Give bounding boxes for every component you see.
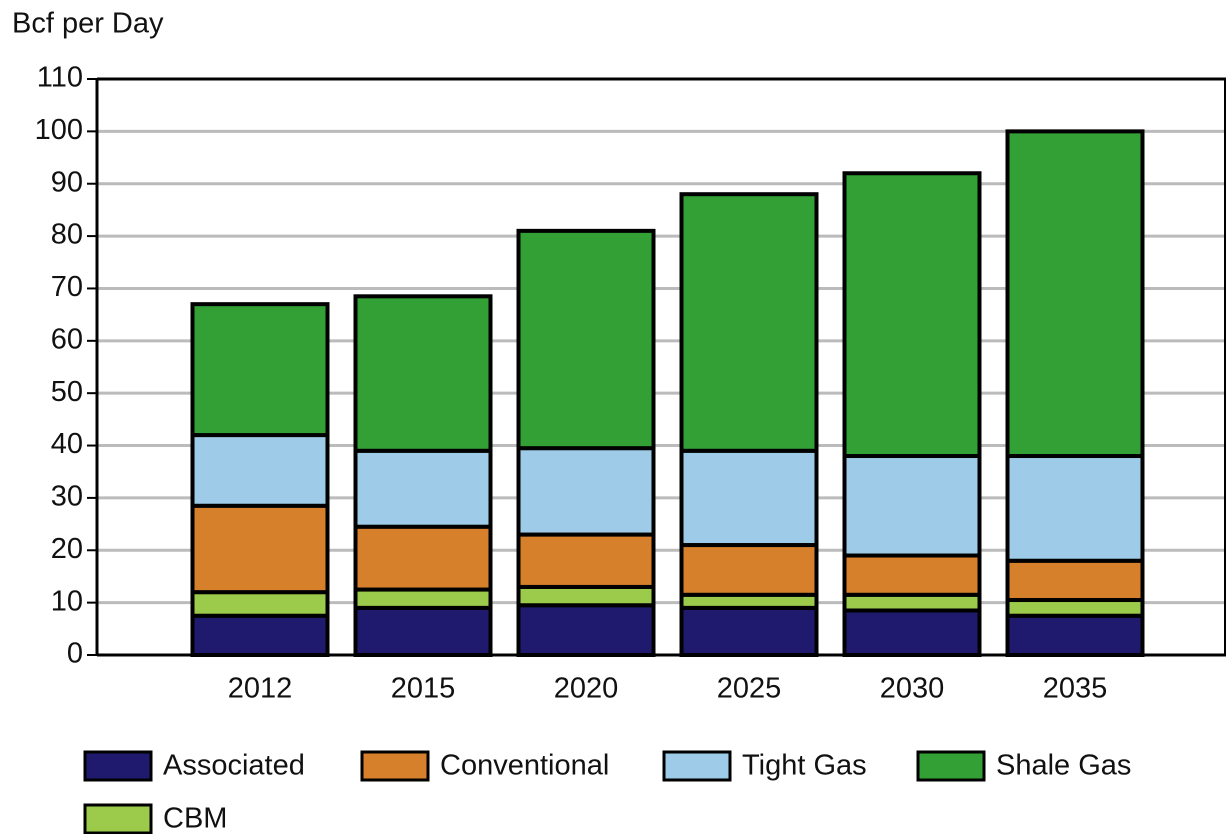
bar-segment (679, 192, 819, 453)
bar-segment (1005, 613, 1145, 658)
y-tick-label: 110 (37, 62, 83, 94)
legend-swatch (83, 750, 153, 782)
legend-label: Associated (163, 750, 305, 782)
legend-swatch (662, 750, 732, 782)
legend-swatch (360, 750, 430, 782)
legend-label: Tight Gas (742, 750, 867, 782)
y-tick-label: 30 (51, 481, 83, 513)
y-tick-label: 40 (51, 428, 83, 460)
bar-segment (842, 592, 982, 613)
y-tick-label: 60 (51, 323, 83, 355)
bar-segment (516, 228, 656, 451)
bar-segment (190, 613, 330, 658)
y-tick-label: 100 (35, 114, 83, 146)
bar-segment (353, 605, 493, 658)
bar-segment (516, 532, 656, 589)
y-tick-label: 20 (51, 533, 83, 565)
bar-segment (353, 448, 493, 529)
y-tick-label: 0 (67, 638, 83, 670)
x-tick-label: 2035 (1043, 673, 1108, 705)
y-tick-label: 10 (51, 585, 83, 617)
bar-segment (679, 605, 819, 658)
bar-segment (353, 294, 493, 453)
legend-swatch (83, 803, 153, 834)
x-tick-label: 2015 (391, 673, 456, 705)
bar-segment (1005, 454, 1145, 563)
y-tick-label: 90 (51, 166, 83, 198)
bar-segment (679, 543, 819, 597)
legend-label: Conventional (440, 750, 609, 782)
x-tick-label: 2030 (880, 673, 945, 705)
bar-segment (1005, 558, 1145, 603)
bar-segment (679, 448, 819, 548)
x-tick-label: 2012 (228, 673, 293, 705)
bar-segment (516, 584, 656, 608)
bar-segment (516, 603, 656, 657)
bar-segment (190, 590, 330, 618)
y-tick-label: 80 (51, 219, 83, 251)
legend-swatch (916, 750, 986, 782)
bar-segment (190, 503, 330, 595)
bar-segment (353, 524, 493, 592)
bar-segment (353, 587, 493, 610)
x-tick-label: 2025 (717, 673, 782, 705)
bar-segment (190, 433, 330, 508)
x-tick-label: 2020 (554, 673, 619, 705)
bar-segment (842, 553, 982, 597)
bar-segment (1005, 129, 1145, 459)
bar-segment (842, 171, 982, 459)
bar-segment (1005, 598, 1145, 618)
bar-segment (842, 608, 982, 657)
bar-segment (842, 454, 982, 558)
bar-segment (516, 446, 656, 537)
legend-label: Shale Gas (996, 750, 1131, 782)
legend-label: CBM (163, 803, 227, 834)
y-axis-label: Bcf per Day (12, 8, 164, 40)
y-tick-label: 70 (51, 271, 83, 303)
y-tick-label: 50 (51, 376, 83, 408)
bar-segment (190, 302, 330, 438)
